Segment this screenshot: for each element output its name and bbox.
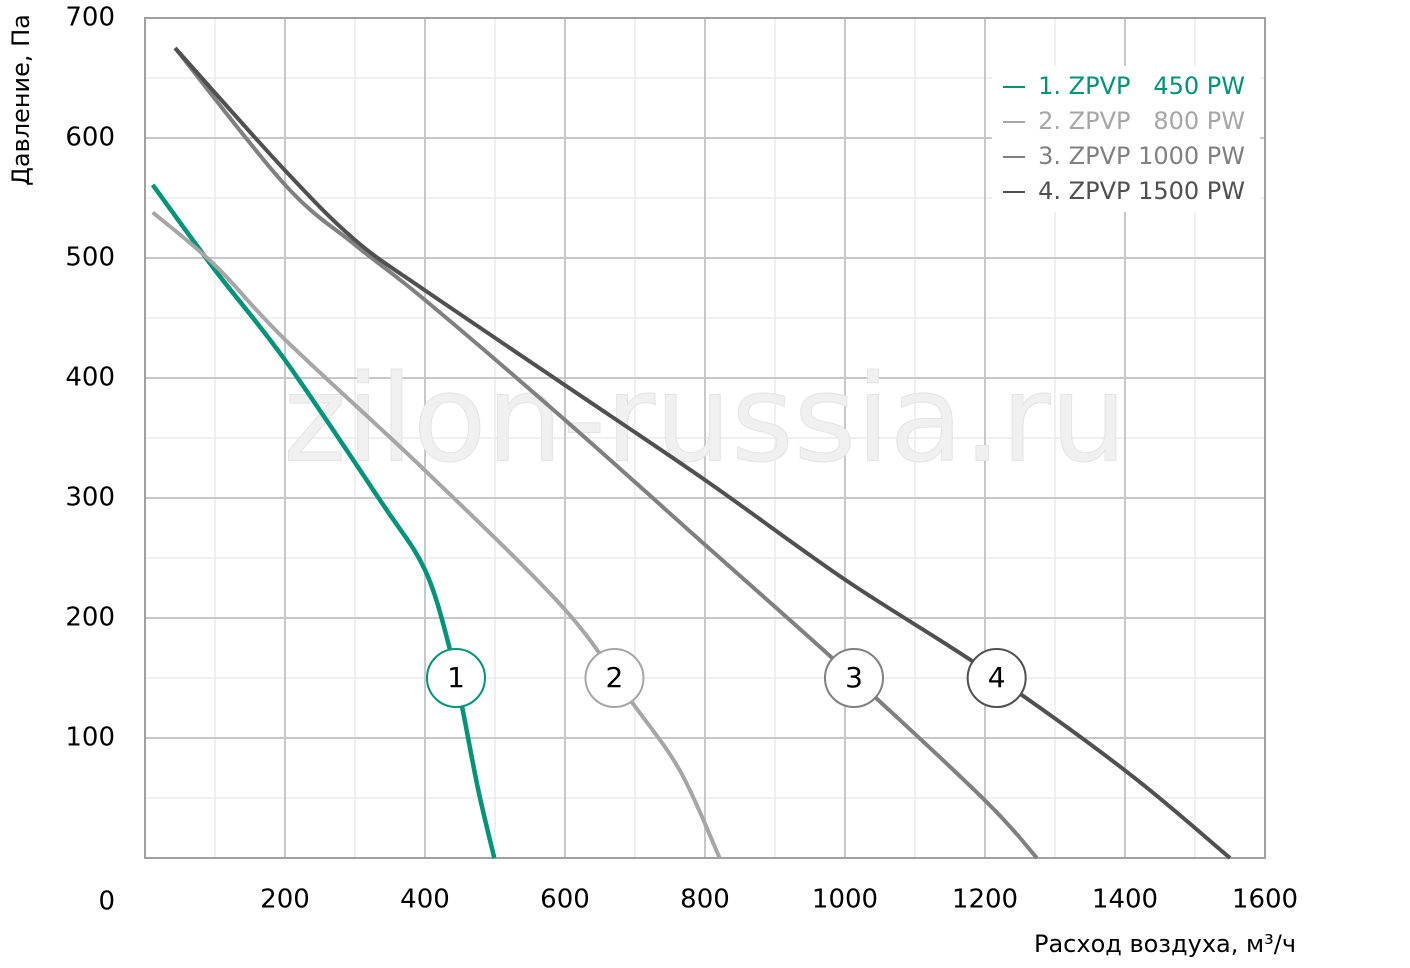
- legend-label: 1. ZPVP 450 PW: [1038, 72, 1245, 100]
- y-tick-label: 400: [65, 363, 115, 393]
- y-tick-label: 500: [65, 243, 115, 273]
- series-line: [173, 46, 1039, 860]
- curve-marker: [966, 648, 1027, 708]
- legend-label: 4. ZPVP 1500 PW: [1038, 177, 1245, 205]
- legend-label: 2. ZPVP 800 PW: [1038, 107, 1245, 135]
- y-tick-label: 700: [65, 3, 115, 33]
- curve-marker: [584, 648, 645, 708]
- legend-box: [992, 66, 1260, 212]
- y-tick-label: 200: [65, 603, 115, 633]
- x-tick-label: 400: [400, 885, 450, 915]
- x-tick-label: 1000: [812, 885, 878, 915]
- y-axis-label: Давление, Па: [7, 14, 35, 186]
- legend-label: 3. ZPVP 1000 PW: [1038, 142, 1245, 170]
- x-tick-label: 600: [540, 885, 590, 915]
- curve-marker: [823, 648, 884, 708]
- curve-marker: [425, 648, 486, 708]
- curve-marker-label: 1: [447, 661, 465, 694]
- x-axis-label: Расход воздуха, м³/ч: [1034, 930, 1296, 958]
- y-tick-label: 0: [98, 887, 115, 917]
- series-line: [173, 46, 1232, 860]
- x-tick-label: 1600: [1232, 885, 1298, 915]
- x-tick-label: 1200: [952, 885, 1018, 915]
- plot-frame: [144, 17, 1266, 859]
- y-tick-label: 600: [65, 123, 115, 153]
- x-tick-label: 200: [260, 885, 310, 915]
- y-tick-label: 100: [65, 723, 115, 753]
- x-tick-label: 800: [680, 885, 730, 915]
- curve-marker-label: 3: [845, 661, 863, 694]
- y-tick-label: 300: [65, 483, 115, 513]
- curve-marker-label: 4: [988, 661, 1006, 694]
- watermark: zilon-russia.ru: [283, 351, 1126, 490]
- curve-marker-label: 2: [606, 661, 624, 694]
- series-line: [151, 210, 722, 859]
- x-tick-label: 1400: [1092, 885, 1158, 915]
- series-line: [150, 183, 497, 859]
